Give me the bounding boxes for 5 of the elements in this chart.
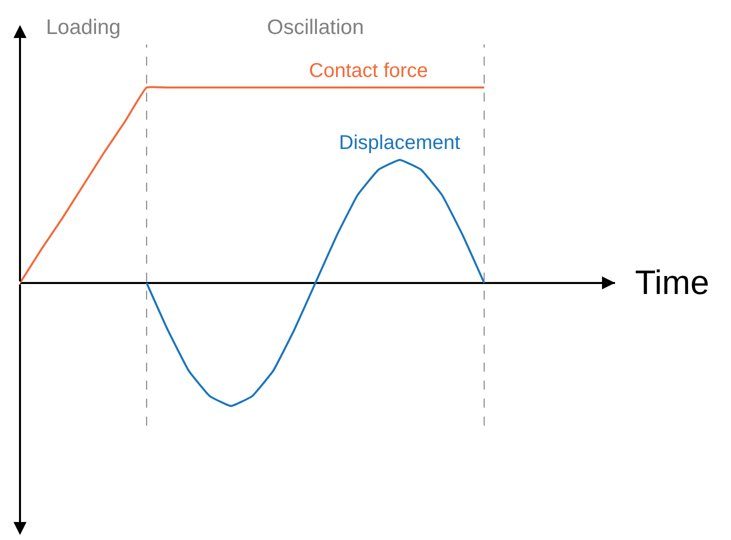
- series-label: Contact force: [309, 60, 428, 82]
- text: Loading: [46, 16, 121, 39]
- text: Oscillation: [267, 16, 364, 39]
- x-axis-title: Time: [635, 264, 710, 302]
- series-label: Displacement: [339, 132, 461, 154]
